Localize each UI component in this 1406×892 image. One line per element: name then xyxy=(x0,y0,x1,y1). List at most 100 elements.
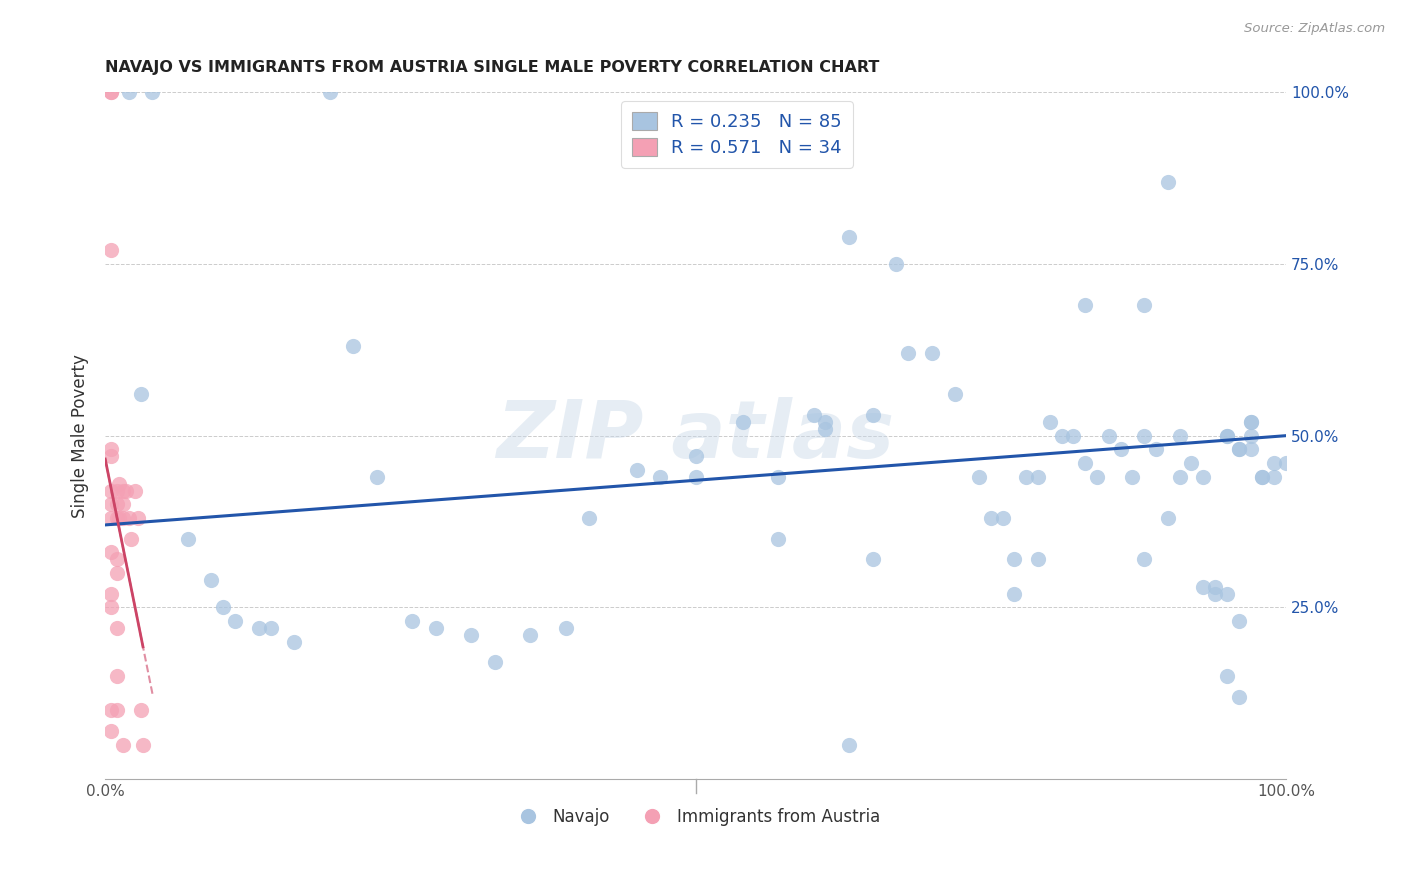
Point xyxy=(1002,586,1025,600)
Point xyxy=(129,703,152,717)
Point xyxy=(1239,415,1261,429)
Point xyxy=(105,511,128,525)
Point xyxy=(1227,442,1250,457)
Point xyxy=(111,738,134,752)
Point xyxy=(100,86,122,100)
Point xyxy=(1157,511,1180,525)
Point xyxy=(768,470,790,484)
Point xyxy=(283,634,305,648)
Point xyxy=(768,532,790,546)
Point xyxy=(862,408,884,422)
Point xyxy=(1074,298,1097,312)
Point xyxy=(1251,470,1274,484)
Point xyxy=(100,703,122,717)
Point xyxy=(1180,456,1202,470)
Point xyxy=(100,86,122,100)
Point xyxy=(1251,470,1274,484)
Point xyxy=(1050,428,1073,442)
Point xyxy=(105,703,128,717)
Point xyxy=(129,387,152,401)
Point xyxy=(1133,428,1156,442)
Point xyxy=(100,511,122,525)
Point xyxy=(259,621,281,635)
Point xyxy=(132,738,155,752)
Point xyxy=(1263,456,1285,470)
Point xyxy=(460,628,482,642)
Point xyxy=(980,511,1002,525)
Point xyxy=(967,470,990,484)
Point xyxy=(1168,470,1191,484)
Point xyxy=(1239,415,1261,429)
Text: ZIP atlas: ZIP atlas xyxy=(496,397,894,475)
Point xyxy=(105,669,128,683)
Point xyxy=(685,470,707,484)
Text: Source: ZipAtlas.com: Source: ZipAtlas.com xyxy=(1244,22,1385,36)
Point xyxy=(1144,442,1167,457)
Point xyxy=(1015,470,1038,484)
Point xyxy=(1216,428,1239,442)
Point xyxy=(1216,428,1239,442)
Point xyxy=(100,600,122,615)
Point xyxy=(1085,470,1108,484)
Point xyxy=(803,408,825,422)
Point xyxy=(838,738,860,752)
Point xyxy=(862,552,884,566)
Point xyxy=(838,229,860,244)
Point xyxy=(100,586,122,600)
Point xyxy=(897,346,920,360)
Point xyxy=(1216,669,1239,683)
Point xyxy=(814,415,837,429)
Point xyxy=(141,86,163,100)
Point xyxy=(1227,442,1250,457)
Point xyxy=(1192,470,1215,484)
Point xyxy=(519,628,541,642)
Point xyxy=(425,621,447,635)
Point xyxy=(921,346,943,360)
Point xyxy=(731,415,754,429)
Point xyxy=(318,86,340,100)
Point xyxy=(1109,442,1132,457)
Point xyxy=(1026,552,1049,566)
Point xyxy=(105,552,128,566)
Point xyxy=(1133,298,1156,312)
Point xyxy=(884,257,907,271)
Point xyxy=(1121,470,1143,484)
Text: NAVAJO VS IMMIGRANTS FROM AUSTRIA SINGLE MALE POVERTY CORRELATION CHART: NAVAJO VS IMMIGRANTS FROM AUSTRIA SINGLE… xyxy=(105,60,880,75)
Point xyxy=(100,723,122,738)
Point xyxy=(105,497,128,511)
Point xyxy=(105,566,128,580)
Point xyxy=(401,614,423,628)
Point xyxy=(1133,552,1156,566)
Point xyxy=(1074,456,1097,470)
Point xyxy=(118,511,141,525)
Point xyxy=(100,545,122,559)
Point xyxy=(120,532,142,546)
Point xyxy=(1227,614,1250,628)
Point xyxy=(224,614,246,628)
Legend: Navajo, Immigrants from Austria: Navajo, Immigrants from Austria xyxy=(505,801,887,832)
Point xyxy=(650,470,672,484)
Point xyxy=(100,497,122,511)
Point xyxy=(1239,428,1261,442)
Point xyxy=(1098,428,1121,442)
Point xyxy=(1168,428,1191,442)
Point xyxy=(100,483,122,498)
Point xyxy=(111,483,134,498)
Point xyxy=(1204,586,1226,600)
Point xyxy=(1275,456,1298,470)
Point xyxy=(1204,580,1226,594)
Point xyxy=(100,244,122,258)
Point xyxy=(118,86,141,100)
Point xyxy=(991,511,1014,525)
Point xyxy=(177,532,200,546)
Point xyxy=(554,621,576,635)
Point xyxy=(1192,580,1215,594)
Point xyxy=(1263,470,1285,484)
Point xyxy=(108,511,131,525)
Point xyxy=(1157,175,1180,189)
Point xyxy=(1227,690,1250,704)
Point xyxy=(1039,415,1062,429)
Point xyxy=(814,422,837,436)
Point xyxy=(685,450,707,464)
Point xyxy=(1216,586,1239,600)
